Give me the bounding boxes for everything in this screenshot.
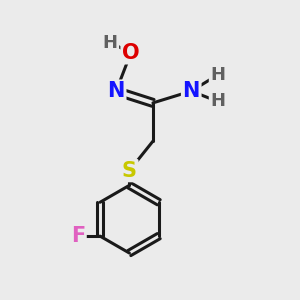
Text: H: H [210, 92, 225, 110]
Text: F: F [71, 226, 85, 246]
Text: O: O [122, 43, 140, 63]
Text: S: S [122, 160, 137, 181]
Text: H: H [103, 34, 118, 52]
Text: H: H [210, 66, 225, 84]
Text: N: N [107, 81, 125, 101]
Text: N: N [182, 81, 200, 101]
